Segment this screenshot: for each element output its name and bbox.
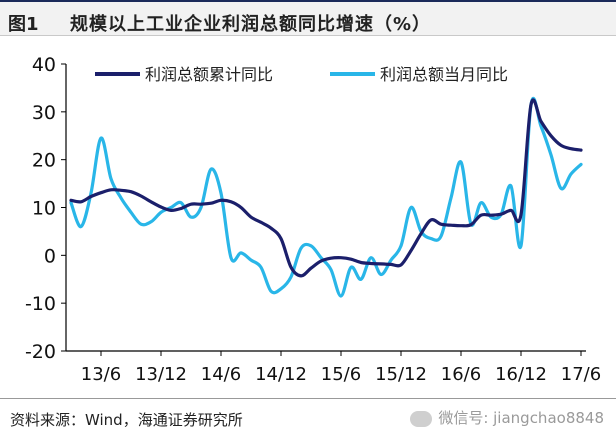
series-line-monthly xyxy=(69,96,583,298)
y-tick-label: -20 xyxy=(25,341,56,363)
y-tick-label: 10 xyxy=(32,198,56,220)
x-tick-label: 14/6 xyxy=(201,364,241,385)
y-tick-label: 0 xyxy=(44,245,56,267)
chart-axes: -20 -10 0 10 20 30 40 13/6 13/12 14/6 14/12 15/6 15/… xyxy=(25,54,601,385)
chart-series xyxy=(69,96,583,298)
watermark-text: 微信号: jiangchao8848 xyxy=(438,409,604,427)
y-tick-label: 20 xyxy=(32,150,56,172)
wechat-icon xyxy=(410,410,433,427)
figure-label: 图1 xyxy=(8,14,39,35)
x-tick-label: 15/6 xyxy=(321,364,361,385)
watermark: 微信号: jiangchao8848 xyxy=(410,407,604,428)
line-chart: -20 -10 0 10 20 30 40 13/6 13/12 14/6 14/12 15/6 15/… xyxy=(25,54,601,385)
legend-label-cumulative: 利润总额累计同比 xyxy=(145,65,273,84)
y-tick-label: 30 xyxy=(32,102,56,124)
chart-legend: 利润总额累计同比 利润总额当月同比 xyxy=(95,65,508,84)
y-tick-label: -10 xyxy=(25,293,56,315)
chart-title: 规模以上工业企业利润总额同比增速（%） xyxy=(70,14,432,35)
x-tick-label: 16/12 xyxy=(495,364,547,385)
x-tick-label: 13/6 xyxy=(81,364,121,385)
source-note: 资料来源：Wind，海通证券研究所 xyxy=(10,411,243,429)
figure-footer: 资料来源：Wind，海通证券研究所 微信号: jiangchao8848 xyxy=(0,398,616,448)
x-tick-label: 16/6 xyxy=(441,364,481,385)
y-tick-label: 40 xyxy=(32,54,56,76)
x-tick-label: 17/6 xyxy=(561,364,601,385)
legend-label-monthly: 利润总额当月同比 xyxy=(380,65,508,84)
x-tick-label: 15/12 xyxy=(375,364,427,385)
series-line-cumulative xyxy=(69,98,583,278)
x-tick-label: 14/12 xyxy=(255,364,307,385)
figure-header: 图1 规模以上工业企业利润总额同比增速（%） xyxy=(0,0,616,36)
x-tick-label: 13/12 xyxy=(135,364,187,385)
